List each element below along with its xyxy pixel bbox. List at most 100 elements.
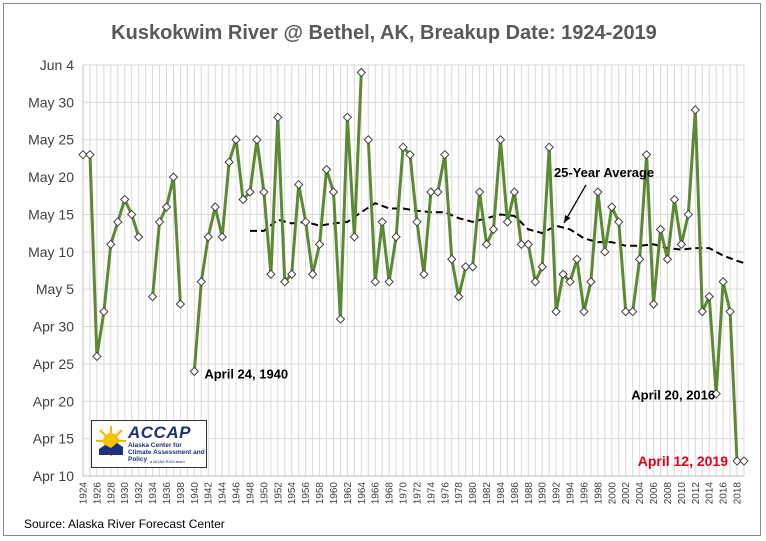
annotation-25yr-average: 25-Year Average (554, 165, 654, 180)
data-point (412, 217, 422, 227)
data-point (593, 187, 603, 197)
y-tick-label: May 20 (28, 169, 74, 185)
y-tick-label: Apr 25 (33, 356, 74, 372)
x-tick-label: 1988 (524, 482, 535, 505)
data-point (259, 187, 269, 197)
x-axis-ticks: 1924 1926 1928 1930 1932 1934 1936 1938 1940 1942… (79, 482, 744, 505)
data-point (572, 254, 582, 264)
x-tick-label: 1954 (287, 482, 298, 505)
x-tick-label: 1938 (176, 482, 187, 505)
data-point (405, 149, 415, 160)
x-tick-label: 2010 (677, 482, 688, 505)
data-point (85, 149, 95, 160)
data-point (718, 277, 728, 287)
x-tick-label: 1946 (232, 482, 243, 505)
data-point (245, 187, 255, 197)
data-point (363, 135, 373, 145)
annotation-arrowhead (564, 214, 571, 223)
data-point (732, 456, 742, 466)
annotations: 25-Year Average April 24, 1940 April 20, 2… (204, 165, 728, 469)
data-point (662, 254, 673, 264)
data-point (739, 456, 749, 466)
x-tick-label: 1934 (148, 482, 159, 505)
data-point (690, 105, 701, 115)
data-point (648, 299, 659, 309)
data-point (565, 277, 575, 287)
data-point (711, 389, 721, 399)
data-point (607, 202, 617, 212)
x-tick-label: 1982 (482, 482, 493, 505)
x-tick-label: 2006 (649, 482, 660, 505)
logo-subtitle: Alaska Center for Climate Assessment and… (128, 442, 205, 463)
annotation-1940: April 24, 1940 (204, 366, 288, 381)
data-point (697, 306, 707, 317)
y-tick-label: Apr 15 (33, 431, 74, 447)
data-point (370, 277, 380, 287)
x-tick-label: 2004 (635, 482, 646, 505)
data-point (586, 277, 596, 287)
data-point (579, 306, 589, 317)
x-tick-label: 1926 (92, 482, 103, 505)
y-axis-ticks: Apr 10 Apr 15 Apr 20 Apr 25 Apr 30 May 5 May 1… (28, 57, 74, 484)
data-point (307, 269, 318, 279)
data-point (321, 164, 332, 175)
x-tick-label: 1968 (385, 482, 396, 505)
source-note: Source: Alaska River Forecast Center (24, 517, 225, 531)
x-tick-label: 1972 (412, 482, 423, 505)
data-point (287, 269, 297, 279)
data-point (106, 239, 116, 250)
data-point (440, 149, 450, 160)
data-point (621, 306, 631, 317)
y-tick-label: Apr 20 (33, 393, 74, 409)
data-point (231, 135, 241, 145)
data-point (377, 217, 387, 227)
data-point (147, 291, 158, 302)
x-tick-label: 2002 (621, 482, 632, 505)
data-point (293, 179, 304, 190)
x-tick-label: 1996 (579, 482, 590, 505)
data-point (467, 262, 478, 272)
data-point (544, 142, 554, 152)
y-tick-label: May 15 (28, 206, 74, 222)
x-tick-label: 2016 (719, 482, 730, 505)
data-point (175, 299, 186, 309)
y-tick-label: May 30 (28, 94, 74, 110)
x-tick-label: 1924 (79, 482, 90, 505)
x-tick-label: 1942 (204, 482, 215, 505)
data-point (447, 254, 457, 264)
data-point (300, 217, 311, 227)
x-tick-label: 1976 (440, 482, 451, 505)
data-point (600, 247, 610, 257)
chart-frame: Kuskokwim River @ Bethel, AK, Breakup Da… (3, 3, 761, 536)
data-point (168, 172, 179, 182)
x-tick-label: 1962 (343, 482, 354, 505)
data-point (391, 232, 401, 242)
x-tick-label: 1986 (510, 482, 521, 505)
data-point (419, 269, 429, 279)
data-point (224, 157, 234, 167)
data-point (627, 306, 638, 317)
data-point (189, 366, 200, 377)
data-point (161, 202, 172, 212)
x-tick-label: 1970 (399, 482, 410, 505)
data-point (634, 254, 645, 264)
chart-title: Kuskokwim River @ Bethel, AK, Breakup Da… (111, 22, 657, 44)
y-tick-label: May 10 (28, 244, 74, 260)
data-point (495, 135, 506, 145)
data-point (203, 232, 213, 242)
data-point (92, 351, 102, 362)
logo-wordmark: ACCAP (128, 423, 191, 442)
y-tick-label: Jun 4 (40, 57, 74, 73)
data-point (614, 217, 624, 227)
data-point (537, 262, 547, 272)
data-point (113, 217, 123, 227)
data-point (384, 277, 394, 287)
data-point (217, 232, 227, 242)
data-point (342, 112, 353, 123)
y-tick-label: May 5 (36, 281, 74, 297)
data-point (725, 306, 735, 317)
x-tick-label: 1930 (120, 482, 131, 505)
chart: Kuskokwim River @ Bethel, AK, Breakup Da… (24, 22, 749, 531)
breakup-series (78, 67, 749, 466)
data-point (349, 232, 360, 242)
